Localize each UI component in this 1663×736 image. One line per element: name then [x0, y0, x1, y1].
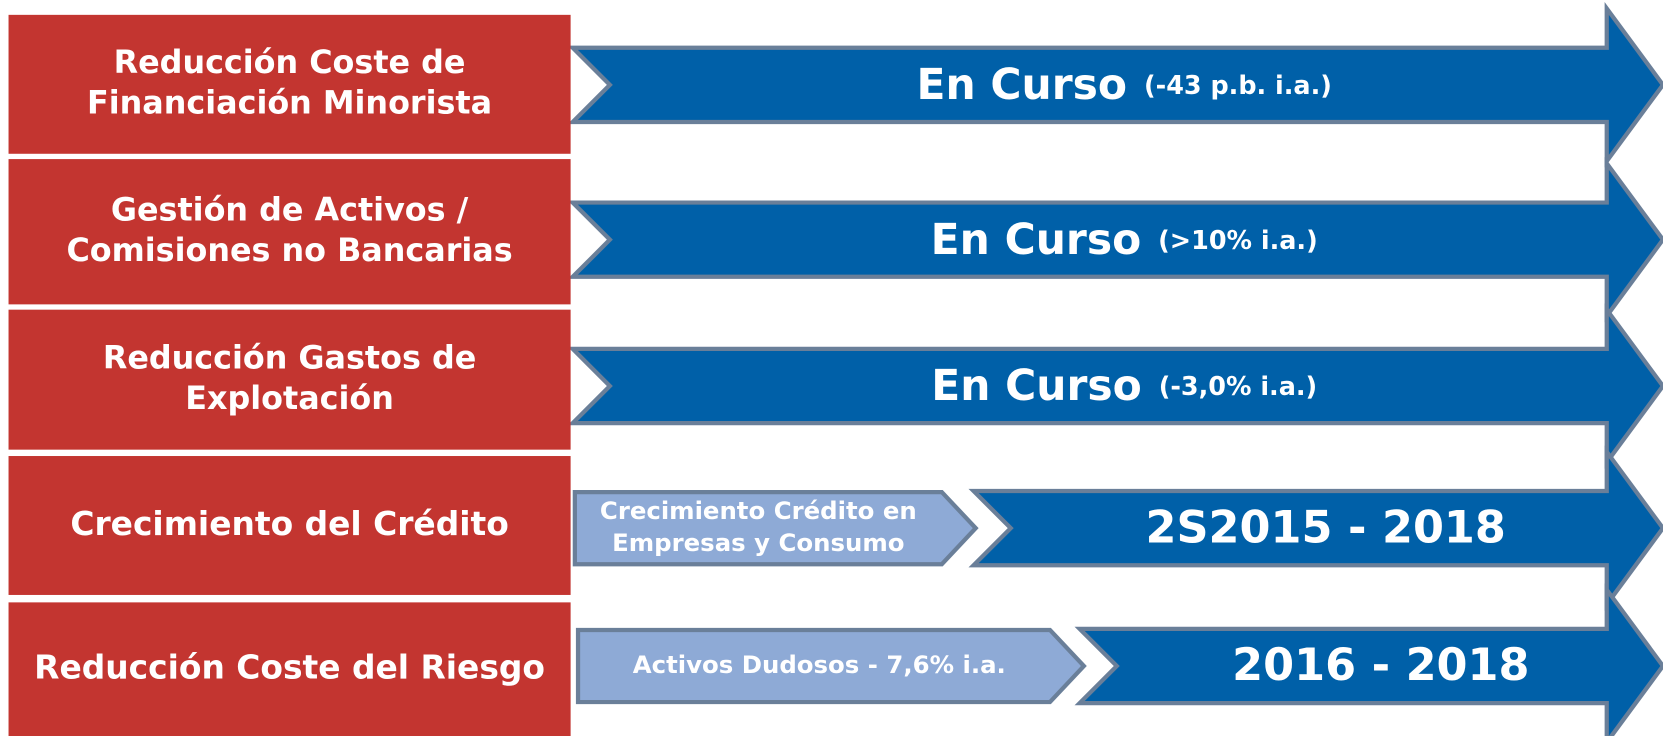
status-text: En Curso	[917, 60, 1128, 109]
objective-label: Financiación Minorista	[87, 83, 492, 121]
status-detail: (>10% i.a.)	[1158, 226, 1318, 256]
objective-label: Reducción Coste del Riesgo	[34, 648, 545, 687]
status-text: En Curso	[931, 215, 1142, 264]
status-detail: (-43 p.b. i.a.)	[1144, 71, 1332, 101]
objective-box	[8, 602, 571, 736]
status-label: En Curso (>10% i.a.)	[931, 215, 1318, 264]
objective-label: Reducción Gastos de	[103, 339, 476, 377]
chevron-arrow	[1074, 583, 1663, 736]
objective-box	[8, 309, 571, 450]
step-arrow	[575, 627, 1087, 705]
period-label: 2S2015 - 2018	[1145, 501, 1505, 553]
objective-label: Comisiones no Bancarias	[66, 231, 512, 269]
objective-box	[8, 159, 571, 305]
status-detail: (-3,0% i.a.)	[1159, 372, 1317, 402]
objective-box	[8, 14, 571, 154]
objective-label: Explotación	[185, 379, 394, 417]
objective-label: Crecimiento del Crédito	[70, 504, 508, 543]
status-text: En Curso	[931, 362, 1142, 411]
step-label: Activos Dudosos - 7,6% i.a.	[633, 650, 1006, 679]
status-label: En Curso (-3,0% i.a.)	[931, 362, 1317, 411]
objective-box	[8, 456, 571, 595]
period-label: 2016 - 2018	[1232, 639, 1529, 691]
step-label: Crecimiento Crédito en	[600, 496, 917, 525]
objective-label: Gestión de Activos /	[111, 191, 469, 229]
objective-label: Reducción Coste de	[114, 43, 466, 81]
step-arrow	[572, 489, 979, 567]
status-label: En Curso (-43 p.b. i.a.)	[917, 60, 1332, 109]
step-label: Empresas y Consumo	[612, 528, 904, 557]
